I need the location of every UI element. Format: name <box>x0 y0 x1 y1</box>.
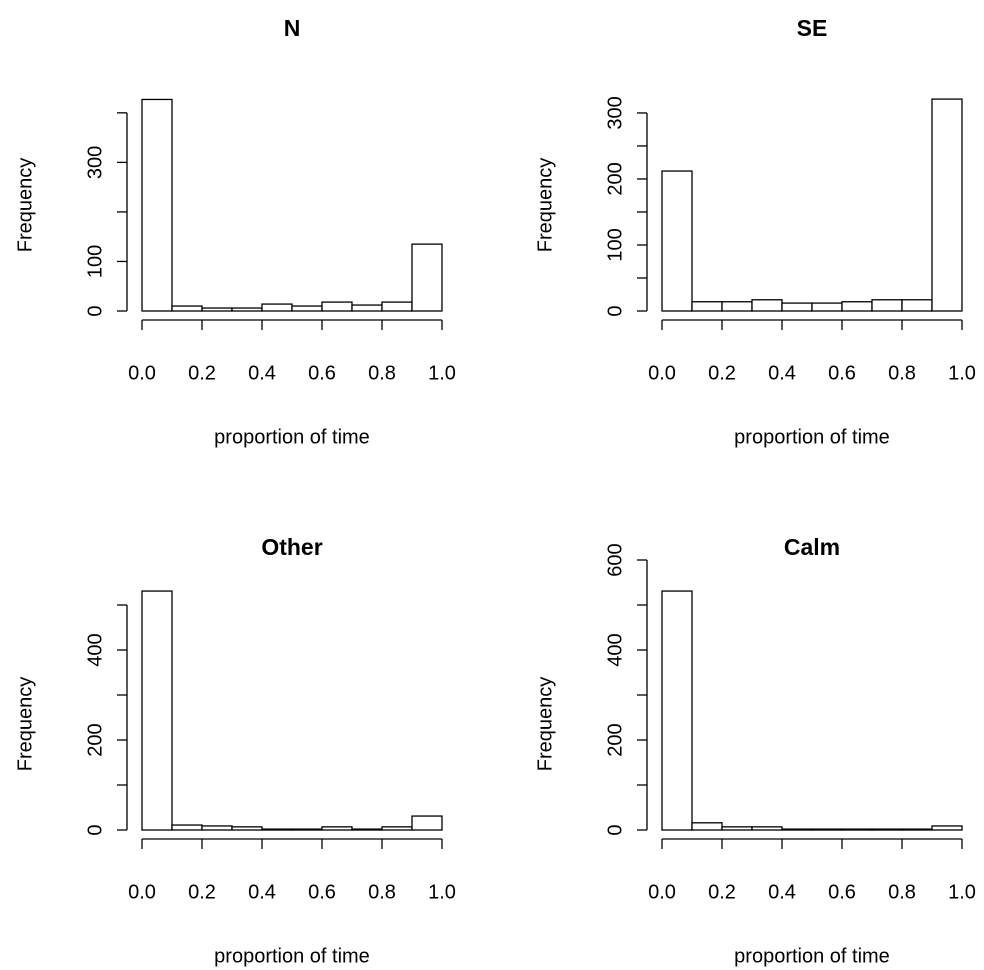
bar <box>261 303 293 312</box>
bar <box>781 828 813 831</box>
x-tick-label: 1.0 <box>948 362 976 384</box>
x-tick-label: 0.0 <box>648 362 676 384</box>
y-tick-label: 200 <box>604 162 626 195</box>
y-tick-label: 200 <box>84 723 106 756</box>
chart-title: Calm <box>784 534 840 560</box>
x-tick-label: 1.0 <box>428 881 456 903</box>
bar <box>721 826 753 831</box>
x-tick-label: 0.8 <box>888 362 916 384</box>
bar <box>811 828 843 831</box>
bar <box>321 826 353 831</box>
x-axis-label: proportion of time <box>734 426 890 448</box>
x-tick-label: 0.8 <box>368 881 396 903</box>
bar <box>171 824 203 831</box>
x-tick-label: 0.2 <box>708 881 736 903</box>
bar <box>931 98 963 312</box>
bar <box>201 307 233 312</box>
bar <box>381 826 413 831</box>
bar <box>201 825 233 831</box>
x-tick-label: 0.8 <box>368 362 396 384</box>
bar <box>141 98 173 312</box>
y-tick-label: 600 <box>604 543 626 576</box>
bar <box>351 828 383 831</box>
x-tick-label: 0.0 <box>128 362 156 384</box>
y-tick-label: 0 <box>604 824 626 835</box>
bar <box>261 828 293 831</box>
bar <box>231 307 263 312</box>
bar <box>321 301 353 312</box>
x-tick-label: 0.2 <box>188 362 216 384</box>
bar <box>661 170 693 312</box>
y-tick-label: 0 <box>84 305 106 316</box>
y-tick-label: 300 <box>604 96 626 129</box>
bar <box>291 828 323 831</box>
y-tick-label: 100 <box>604 228 626 261</box>
y-axis-label: Frequency <box>14 158 36 253</box>
bar <box>841 828 873 831</box>
x-axis-label: proportion of time <box>214 426 370 448</box>
bar <box>231 826 263 831</box>
x-tick-label: 0.4 <box>248 881 276 903</box>
chart-title: SE <box>797 15 828 41</box>
bar <box>411 815 443 831</box>
bar <box>411 243 443 312</box>
y-tick-label: 0 <box>84 824 106 835</box>
y-tick-label: 0 <box>604 305 626 316</box>
x-tick-label: 0.0 <box>648 881 676 903</box>
y-tick-label: 400 <box>604 633 626 666</box>
x-tick-label: 1.0 <box>948 881 976 903</box>
bar <box>841 301 873 312</box>
y-axis-label: Frequency <box>14 677 36 772</box>
chart-title: Other <box>261 534 322 560</box>
x-tick-label: 1.0 <box>428 362 456 384</box>
bar <box>661 590 693 831</box>
x-tick-label: 0.4 <box>248 362 276 384</box>
x-tick-label: 0.2 <box>188 881 216 903</box>
y-axis-label: Frequency <box>534 158 556 253</box>
bar <box>811 302 843 312</box>
bar <box>751 299 783 312</box>
y-tick-label: 200 <box>604 723 626 756</box>
bar <box>691 301 723 312</box>
bar <box>721 301 753 312</box>
x-tick-label: 0.6 <box>828 362 856 384</box>
x-tick-label: 0.4 <box>768 881 796 903</box>
bar <box>901 828 933 831</box>
y-tick-label: 300 <box>84 146 106 179</box>
y-axis-label: Frequency <box>534 677 556 772</box>
bar <box>291 305 323 312</box>
bar <box>351 304 383 312</box>
bar <box>931 825 963 831</box>
x-tick-label: 0.6 <box>308 881 336 903</box>
x-tick-label: 0.8 <box>888 881 916 903</box>
bar <box>871 828 903 831</box>
x-tick-label: 0.6 <box>308 362 336 384</box>
bar <box>901 299 933 312</box>
bar <box>781 302 813 312</box>
bar <box>141 590 173 831</box>
bar <box>871 299 903 312</box>
bar <box>381 301 413 312</box>
x-tick-label: 0.4 <box>768 362 796 384</box>
y-tick-label: 100 <box>84 245 106 278</box>
x-tick-label: 0.2 <box>708 362 736 384</box>
x-tick-label: 0.6 <box>828 881 856 903</box>
x-axis-label: proportion of time <box>734 945 890 967</box>
bar <box>691 822 723 831</box>
bar <box>171 305 203 312</box>
x-tick-label: 0.0 <box>128 881 156 903</box>
y-tick-label: 400 <box>84 633 106 666</box>
chart-title: N <box>284 15 301 41</box>
bar <box>751 826 783 831</box>
x-axis-label: proportion of time <box>214 945 370 967</box>
